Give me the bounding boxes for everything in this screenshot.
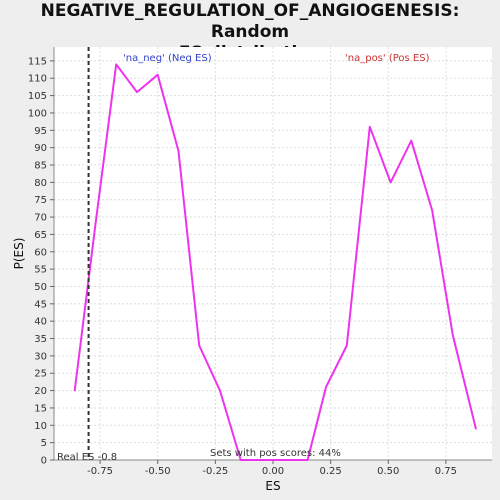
series-point bbox=[156, 73, 159, 76]
y-tick-label: 40 bbox=[34, 317, 47, 328]
series-point bbox=[283, 459, 286, 461]
x-tick-label: 0.75 bbox=[435, 466, 457, 477]
y-tick-label: 15 bbox=[34, 403, 47, 414]
series-point bbox=[452, 334, 454, 336]
series-point bbox=[198, 344, 201, 347]
y-tick-label: 20 bbox=[34, 386, 47, 397]
series-point bbox=[345, 344, 348, 347]
y-tick-label: 95 bbox=[34, 126, 47, 137]
x-tick-label: 0.25 bbox=[319, 466, 341, 477]
series-point bbox=[239, 459, 242, 461]
chart-title-line1: NEGATIVE_REGULATION_OF_ANGIOGENESIS: Ran… bbox=[40, 1, 460, 42]
y-tick-label: 35 bbox=[34, 334, 47, 345]
y-tick-label: 25 bbox=[34, 369, 47, 380]
series-point bbox=[325, 386, 327, 388]
series-point bbox=[115, 63, 118, 66]
y-tick-label: 60 bbox=[34, 247, 47, 258]
y-axis-label: P(ES) bbox=[12, 238, 26, 270]
y-tick-label: 55 bbox=[34, 265, 47, 276]
series-layer bbox=[73, 63, 477, 461]
series-point bbox=[475, 427, 477, 430]
y-tick-label: 110 bbox=[28, 74, 47, 85]
y-tick-label: 50 bbox=[34, 282, 47, 293]
x-tick-label: 0.00 bbox=[262, 466, 284, 477]
series-point bbox=[94, 223, 97, 225]
x-axis-label: ES bbox=[265, 479, 280, 493]
y-tick-label: 45 bbox=[34, 299, 47, 310]
y-tick-label: 0 bbox=[41, 456, 47, 467]
y-tick-label: 30 bbox=[34, 351, 47, 362]
x-tick-label: 0.50 bbox=[377, 466, 399, 477]
series-point bbox=[219, 389, 221, 392]
y-tick-label: 90 bbox=[34, 143, 47, 154]
y-axis-ticks: 0 5 10 15 20 25 30 35 40 45 50 55 60 65 70 75 80 85 90 95 10… bbox=[28, 56, 54, 467]
neg-es-label: 'na_neg' (Neg ES) bbox=[123, 53, 212, 64]
y-tick-label: 10 bbox=[34, 421, 47, 432]
pos-es-label: 'na_pos' (Pos ES) bbox=[345, 53, 430, 64]
x-axis-ticks: -0.75 -0.50 -0.25 0.00 0.25 0.50 0.75 bbox=[87, 460, 457, 477]
series-point bbox=[177, 150, 180, 152]
y-tick-label: 70 bbox=[34, 213, 47, 224]
series-point bbox=[369, 126, 371, 128]
sets-pos-scores-label: Sets with pos scores: 44% bbox=[210, 448, 341, 459]
series-point bbox=[431, 209, 433, 211]
x-tick-label: -0.25 bbox=[202, 466, 228, 477]
series-point bbox=[73, 389, 76, 392]
y-tick-label: 5 bbox=[41, 438, 47, 449]
series-point bbox=[306, 459, 309, 461]
y-tick-label: 100 bbox=[28, 108, 47, 119]
x-tick-label: -0.75 bbox=[87, 466, 113, 477]
y-tick-label: 105 bbox=[28, 91, 47, 102]
y-tick-label: 65 bbox=[34, 230, 47, 241]
y-tick-label: 115 bbox=[28, 56, 47, 67]
series-point bbox=[136, 91, 138, 93]
y-tick-label: 85 bbox=[34, 161, 47, 172]
series-point bbox=[410, 139, 413, 142]
series-point bbox=[389, 181, 392, 184]
y-tick-label: 75 bbox=[34, 195, 47, 206]
x-tick-label: -0.50 bbox=[145, 466, 171, 477]
real-es-label: Real ES -0.8 bbox=[57, 452, 117, 463]
y-tick-label: 80 bbox=[34, 178, 47, 189]
